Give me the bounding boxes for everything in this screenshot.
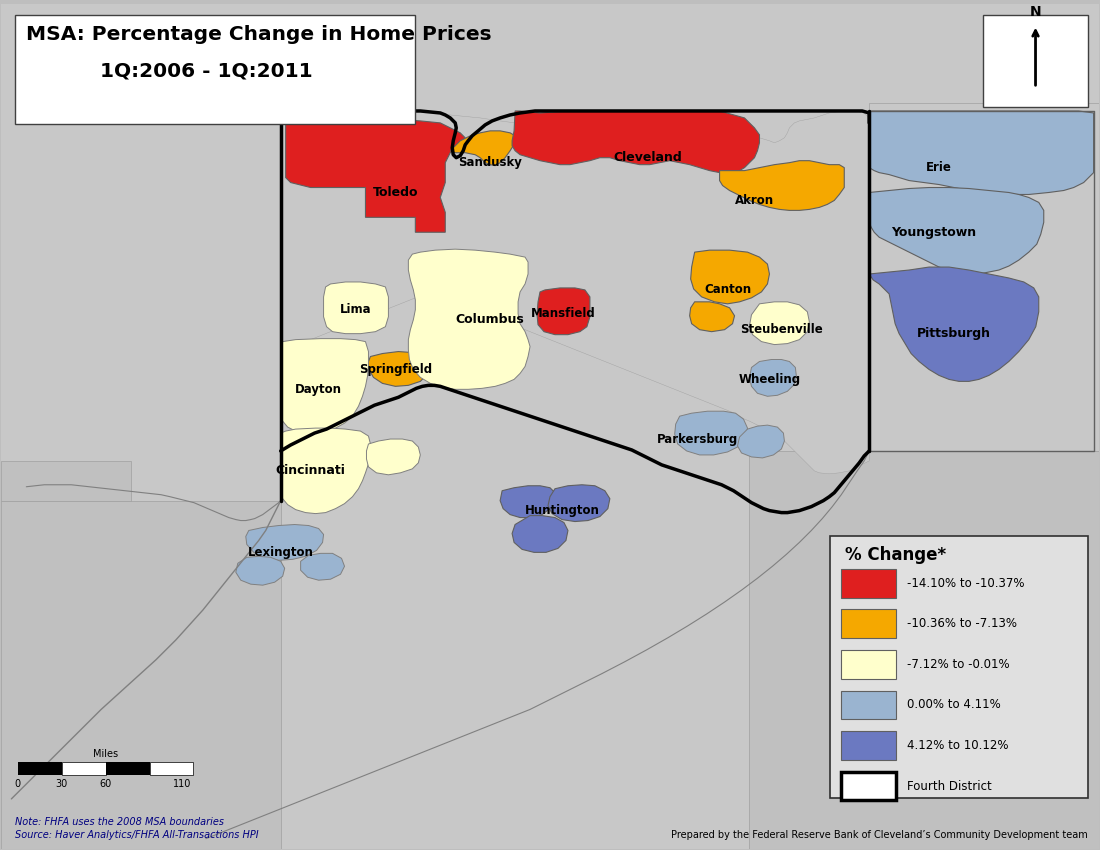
Text: Youngstown: Youngstown	[891, 226, 977, 239]
Text: Canton: Canton	[704, 283, 751, 297]
Text: 30: 30	[56, 779, 68, 790]
Bar	[62, 762, 106, 775]
FancyBboxPatch shape	[14, 15, 415, 123]
Polygon shape	[245, 524, 323, 560]
Polygon shape	[869, 103, 1099, 451]
Bar	[18, 762, 62, 775]
Polygon shape	[280, 108, 869, 473]
Polygon shape	[1, 461, 131, 501]
Polygon shape	[737, 425, 784, 458]
Polygon shape	[286, 118, 465, 232]
Text: Cincinnati: Cincinnati	[276, 464, 345, 478]
Text: Akron: Akron	[735, 194, 774, 207]
Text: Parkersburg: Parkersburg	[657, 433, 738, 445]
Polygon shape	[1, 3, 1099, 848]
Polygon shape	[235, 557, 285, 585]
FancyBboxPatch shape	[840, 569, 895, 598]
Text: % Change*: % Change*	[845, 546, 946, 564]
Text: -14.10% to -10.37%: -14.10% to -10.37%	[906, 577, 1024, 590]
Polygon shape	[500, 485, 556, 518]
Polygon shape	[450, 131, 515, 166]
Polygon shape	[408, 249, 530, 389]
Text: 1Q:2006 - 1Q:2011: 1Q:2006 - 1Q:2011	[100, 61, 312, 80]
FancyBboxPatch shape	[840, 650, 895, 679]
Polygon shape	[366, 439, 420, 475]
Polygon shape	[1, 501, 280, 848]
Polygon shape	[674, 411, 748, 455]
Polygon shape	[749, 451, 1099, 848]
FancyBboxPatch shape	[840, 731, 895, 760]
Polygon shape	[719, 161, 845, 211]
Text: 0: 0	[14, 779, 21, 790]
Polygon shape	[690, 302, 735, 332]
Text: Source: Haver Analytics/FHFA All-Transactions HPI: Source: Haver Analytics/FHFA All-Transac…	[14, 830, 258, 840]
Polygon shape	[280, 428, 371, 513]
Polygon shape	[869, 111, 1093, 195]
FancyBboxPatch shape	[983, 15, 1088, 107]
Text: -10.36% to -7.13%: -10.36% to -7.13%	[906, 617, 1016, 631]
Text: Columbus: Columbus	[455, 314, 525, 326]
Text: N: N	[1030, 5, 1042, 19]
Text: Erie: Erie	[926, 162, 952, 174]
Polygon shape	[280, 338, 368, 433]
Text: Prepared by the Federal Reserve Bank of Cleveland’s Community Development team: Prepared by the Federal Reserve Bank of …	[671, 830, 1088, 840]
Polygon shape	[537, 288, 590, 335]
Polygon shape	[548, 484, 609, 522]
Polygon shape	[749, 302, 810, 344]
Text: 60: 60	[99, 779, 112, 790]
FancyBboxPatch shape	[840, 609, 895, 638]
Text: Mansfield: Mansfield	[530, 307, 595, 320]
Text: Huntington: Huntington	[525, 504, 600, 517]
Text: Steubenville: Steubenville	[740, 323, 823, 337]
Text: Wheeling: Wheeling	[738, 373, 801, 386]
Bar	[106, 762, 150, 775]
Polygon shape	[749, 360, 796, 396]
Text: Lexington: Lexington	[248, 546, 314, 558]
Polygon shape	[513, 111, 759, 173]
Bar	[150, 762, 194, 775]
Polygon shape	[368, 352, 428, 387]
Text: Springfield: Springfield	[359, 363, 432, 376]
Polygon shape	[300, 553, 344, 581]
Text: 110: 110	[173, 779, 191, 790]
Text: -7.12% to -0.01%: -7.12% to -0.01%	[906, 658, 1009, 671]
Text: Sandusky: Sandusky	[459, 156, 522, 169]
Text: Lima: Lima	[340, 303, 372, 316]
Text: 0.00% to 4.11%: 0.00% to 4.11%	[906, 699, 1000, 711]
Text: MSA: Percentage Change in Home Prices: MSA: Percentage Change in Home Prices	[25, 25, 492, 43]
FancyBboxPatch shape	[829, 536, 1088, 798]
FancyBboxPatch shape	[840, 772, 895, 801]
Polygon shape	[323, 282, 388, 334]
Polygon shape	[869, 188, 1044, 274]
Polygon shape	[513, 516, 568, 552]
Text: Miles: Miles	[94, 749, 118, 759]
Polygon shape	[691, 250, 769, 303]
Text: Note: FHFA uses the 2008 MSA boundaries: Note: FHFA uses the 2008 MSA boundaries	[14, 817, 223, 826]
Text: Toledo: Toledo	[373, 186, 418, 199]
FancyBboxPatch shape	[840, 690, 895, 719]
Text: Pittsburgh: Pittsburgh	[917, 327, 991, 340]
Text: Fourth District: Fourth District	[906, 779, 991, 792]
Text: Dayton: Dayton	[295, 382, 342, 396]
Text: Cleveland: Cleveland	[614, 151, 682, 164]
Text: 4.12% to 10.12%: 4.12% to 10.12%	[906, 739, 1008, 752]
Polygon shape	[869, 267, 1038, 382]
